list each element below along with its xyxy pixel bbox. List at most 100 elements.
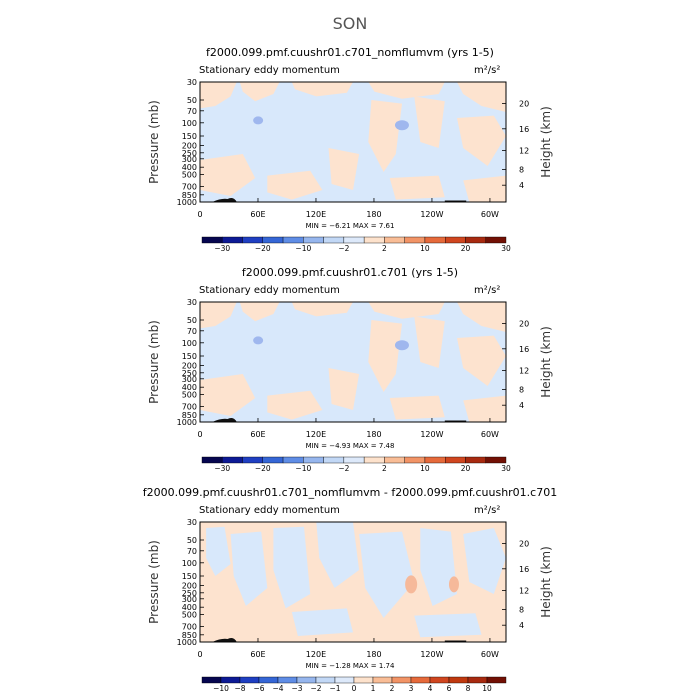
negative-anomaly-core xyxy=(394,340,409,351)
topography-mask xyxy=(444,200,467,202)
height-tick-label: 12 xyxy=(519,146,529,155)
positive-anomaly-core xyxy=(405,575,418,594)
colorbar-swatch xyxy=(467,676,488,684)
longitude-tick-label: 60E xyxy=(250,650,265,659)
panel-2-colorbar: −30 −20 −10 −2 2 10 20 30 xyxy=(201,456,511,473)
colorbar-label: −20 xyxy=(255,464,271,473)
longitude-tick-label: 120W xyxy=(420,210,443,219)
colorbar-swatch xyxy=(323,236,345,244)
colorbar-label: 20 xyxy=(461,244,471,253)
positive-anomaly-region xyxy=(328,148,360,190)
pressure-tick-label: 700 xyxy=(182,622,197,631)
colorbar-swatch xyxy=(353,676,374,684)
longitude-tick-label: 60E xyxy=(250,210,265,219)
positive-anomaly-region xyxy=(463,175,506,202)
height-tick-label: 20 xyxy=(519,540,529,549)
colorbar-swatch xyxy=(315,676,336,684)
panel-2-units: m²/s² xyxy=(474,285,500,296)
pressure-tick-label: 500 xyxy=(182,170,197,179)
negative-anomaly-region xyxy=(230,531,268,606)
negative-anomaly-core xyxy=(253,336,264,345)
pressure-tick-label: 250 xyxy=(182,589,197,598)
colorbar-swatch xyxy=(282,236,304,244)
colorbar-label: −20 xyxy=(255,244,271,253)
pressure-tick-label: 400 xyxy=(182,603,197,612)
topography-mask xyxy=(212,418,237,422)
positive-anomaly-region xyxy=(239,82,280,102)
colorbar-label: −6 xyxy=(253,684,264,693)
topography-mask xyxy=(444,420,467,422)
colorbar-label: −10 xyxy=(295,464,311,473)
longitude-tick-label: 120E xyxy=(306,210,326,219)
panel-1-height-axis: 20 16 12 8 4 xyxy=(502,100,529,190)
pressure-tick-label: 400 xyxy=(182,163,197,172)
pressure-tick-label: 700 xyxy=(182,402,197,411)
colorbar-swatch xyxy=(277,676,298,684)
colorbar-swatch xyxy=(343,236,365,244)
colorbar-label: −30 xyxy=(214,244,230,253)
longitude-tick-label: 180 xyxy=(366,430,381,439)
negative-anomaly-region xyxy=(463,528,506,594)
panel-2-ylabel: Pressure (mb) xyxy=(147,320,161,404)
positive-anomaly-region xyxy=(414,316,445,368)
pressure-tick-label: 100 xyxy=(182,559,197,568)
positive-anomaly-region xyxy=(291,302,353,317)
negative-anomaly-region xyxy=(414,613,482,638)
colorbar-label: 2 xyxy=(382,464,387,473)
colorbar-swatch xyxy=(363,236,385,244)
pressure-tick-label: 200 xyxy=(182,582,197,591)
pressure-tick-label: 70 xyxy=(187,327,197,336)
colorbar-label: 1 xyxy=(371,684,376,693)
colorbar-label: −2 xyxy=(310,684,321,693)
height-tick-label: 8 xyxy=(519,386,524,395)
colorbar-swatch xyxy=(222,236,243,244)
figure-title: SON xyxy=(333,14,368,33)
positive-anomaly-region xyxy=(368,100,402,172)
colorbar-label: 10 xyxy=(420,464,430,473)
pressure-tick-label: 30 xyxy=(187,518,197,527)
panel-3-units: m²/s² xyxy=(474,505,500,516)
pressure-tick-label: 50 xyxy=(187,96,197,105)
pressure-tick-label: 1000 xyxy=(177,638,197,647)
longitude-tick-label: 120E xyxy=(306,650,326,659)
pressure-tick-label: 200 xyxy=(182,142,197,151)
colorbar-swatch xyxy=(424,456,446,464)
pressure-tick-label: 70 xyxy=(187,107,197,116)
topography-mask xyxy=(212,638,237,642)
positive-anomaly-region xyxy=(200,302,237,329)
negative-anomaly-region xyxy=(273,526,311,609)
colorbar-swatch xyxy=(485,236,507,244)
colorbar-swatch xyxy=(384,456,405,464)
negative-anomaly-core xyxy=(253,116,264,125)
colorbar-swatch xyxy=(410,676,431,684)
panel-2-ylabel-right: Height (km) xyxy=(539,326,553,397)
colorbar-swatch xyxy=(445,236,466,244)
positive-anomaly-region xyxy=(368,82,445,99)
colorbar-label: 30 xyxy=(501,244,511,253)
panel-2-subtitle: Stationary eddy momentum xyxy=(199,285,340,296)
panel-3-ylabel: Pressure (mb) xyxy=(147,540,161,624)
colorbar-label: −30 xyxy=(214,464,230,473)
longitude-tick-label: 180 xyxy=(366,210,381,219)
colorbar-label: −10 xyxy=(295,244,311,253)
colorbar-swatch xyxy=(201,456,223,464)
panel-3-colorbar: −10 −8 −6 −4 −3 −2 −1 0 1 2 3 4 6 8 10 xyxy=(201,676,507,693)
panel-3-contour-field xyxy=(199,521,507,643)
longitude-tick-label: 0 xyxy=(197,650,202,659)
height-tick-label: 12 xyxy=(519,366,529,375)
panel-2-min-max: MIN = −4.93 MAX = 7.48 xyxy=(306,442,395,450)
pressure-tick-label: 850 xyxy=(182,631,197,640)
colorbar-swatch xyxy=(465,236,486,244)
negative-anomaly-region xyxy=(291,608,353,636)
colorbar-label: −2 xyxy=(338,244,349,253)
panel-2-longitude-axis: 0 60E 120E 180 120W 60W xyxy=(197,418,499,439)
positive-anomaly-region xyxy=(457,302,506,332)
positive-anomaly-region xyxy=(457,115,506,166)
longitude-tick-label: 0 xyxy=(197,430,202,439)
topography-mask xyxy=(212,198,237,202)
height-tick-label: 4 xyxy=(519,621,524,630)
pressure-tick-label: 30 xyxy=(187,78,197,87)
pressure-tick-label: 500 xyxy=(182,390,197,399)
